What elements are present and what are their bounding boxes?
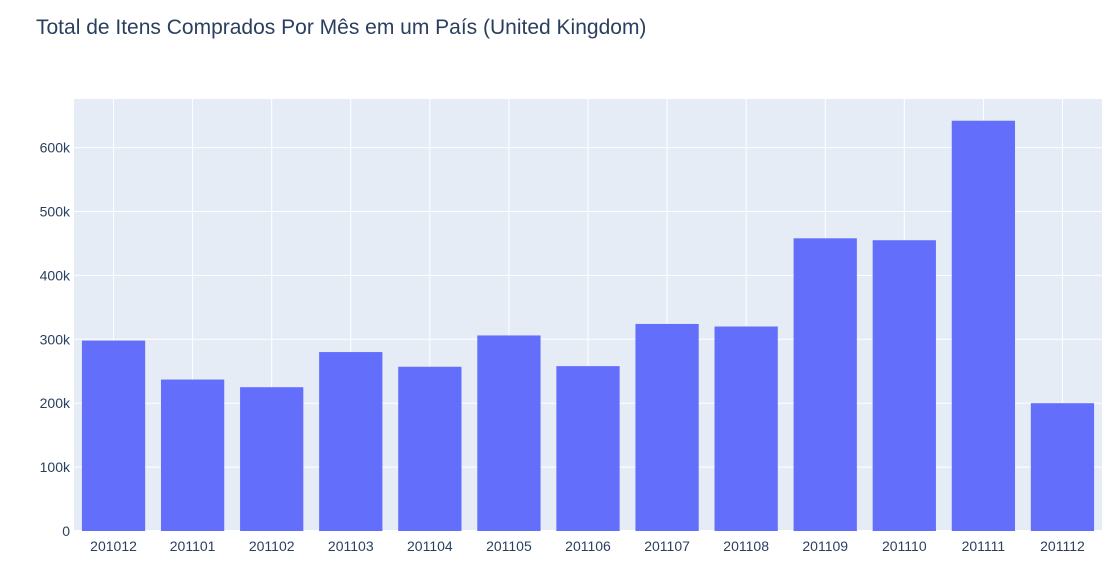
bar-201106[interactable]	[556, 366, 620, 531]
y-tick-label: 400k	[40, 267, 71, 283]
bar-201105[interactable]	[477, 335, 541, 531]
bar-201112[interactable]	[1030, 403, 1095, 531]
y-tick-label: 600k	[40, 140, 71, 156]
y-tick-label: 200k	[40, 395, 71, 411]
x-tick-label: 201106	[565, 538, 611, 554]
x-tick-label: 201105	[486, 538, 532, 554]
bar-201108[interactable]	[714, 326, 778, 531]
bars	[81, 120, 1095, 532]
bar-201101[interactable]	[160, 379, 225, 531]
y-axis-ticks: 0 100k 200k 300k 400k 500k 600k	[40, 140, 71, 539]
x-tick-label: 201108	[723, 538, 769, 554]
bar-201110[interactable]	[872, 240, 936, 531]
bar-201012[interactable]	[81, 340, 146, 531]
x-tick-label: 201101	[170, 538, 216, 554]
x-tick-label: 201109	[802, 538, 848, 554]
x-axis-ticks: 201012 201101 201102 201103 201104 201105 2011…	[90, 538, 1085, 554]
bar-201103[interactable]	[319, 352, 383, 531]
bar-201102[interactable]	[240, 387, 304, 531]
x-tick-label: 201103	[328, 538, 374, 554]
x-tick-label: 201112	[1040, 538, 1085, 554]
bar-201107[interactable]	[635, 323, 699, 531]
y-tick-label: 500k	[40, 203, 71, 219]
x-tick-label: 201110	[882, 538, 927, 554]
x-tick-label: 201012	[90, 538, 137, 554]
bar-201111[interactable]	[951, 120, 1016, 531]
x-tick-label: 201102	[249, 538, 295, 554]
x-tick-label: 201104	[407, 538, 453, 554]
chart-title: Total de Itens Comprados Por Mês em um P…	[36, 16, 647, 39]
x-tick-label: 201107	[644, 538, 690, 554]
bar-201104[interactable]	[398, 366, 462, 531]
y-tick-label: 300k	[40, 331, 71, 347]
y-tick-label: 100k	[40, 459, 71, 475]
y-tick-label: 0	[62, 523, 70, 539]
x-tick-label: 201111	[962, 538, 1006, 554]
bar-201109[interactable]	[793, 238, 857, 532]
